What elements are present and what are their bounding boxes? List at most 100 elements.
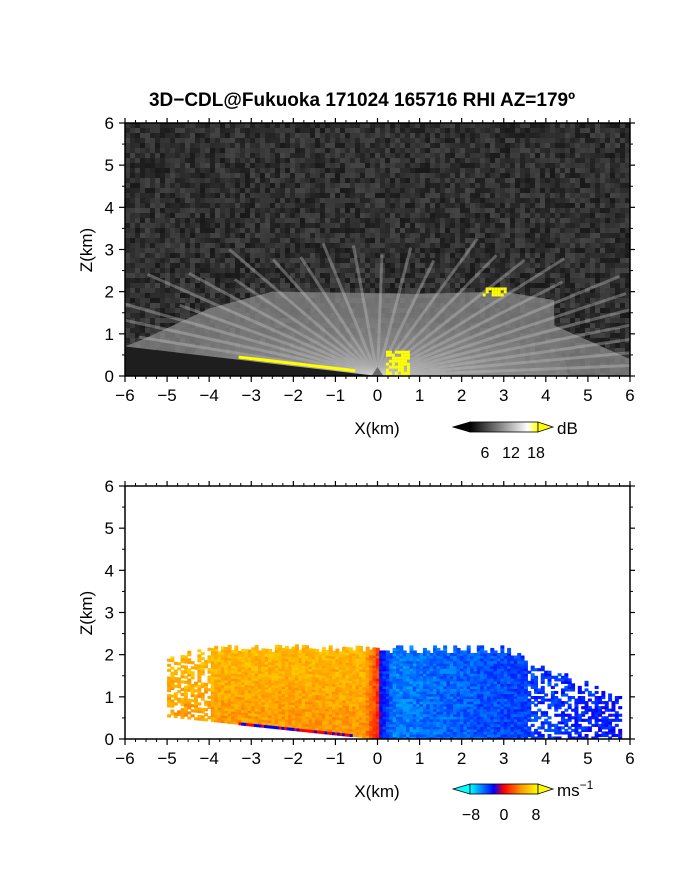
noise-cell	[600, 178, 605, 183]
noise-cell	[305, 233, 310, 238]
noise-cell	[395, 163, 400, 168]
noise-cell	[225, 233, 230, 238]
noise-cell	[140, 258, 145, 263]
noise-cell	[270, 228, 275, 233]
noise-cell	[365, 268, 370, 273]
noise-cell	[125, 163, 130, 168]
noise-cell	[285, 223, 290, 228]
noise-cell	[260, 223, 265, 228]
noise-cell	[240, 213, 245, 218]
noise-cell	[195, 188, 200, 193]
noise-cell	[440, 123, 445, 128]
noise-cell	[345, 218, 350, 223]
noise-cell	[480, 283, 485, 288]
noise-cell	[600, 293, 605, 298]
noise-cell	[430, 228, 435, 233]
noise-cell	[140, 148, 145, 153]
noise-cell	[335, 238, 340, 243]
noise-cell	[480, 288, 485, 293]
noise-cell	[210, 148, 215, 153]
noise-cell	[430, 238, 435, 243]
noise-cell	[145, 128, 150, 133]
noise-cell	[360, 223, 365, 228]
noise-cell	[230, 263, 235, 268]
noise-cell	[500, 208, 505, 213]
noise-cell	[400, 233, 405, 238]
noise-cell	[135, 148, 140, 153]
noise-cell	[170, 143, 175, 148]
noise-cell	[330, 158, 335, 163]
noise-cell	[600, 188, 605, 193]
noise-cell	[595, 173, 600, 178]
noise-cell	[530, 143, 535, 148]
noise-cell	[500, 243, 505, 248]
noise-cell	[455, 153, 460, 158]
noise-cell	[390, 153, 395, 158]
noise-cell	[135, 233, 140, 238]
noise-cell	[455, 163, 460, 168]
noise-cell	[320, 233, 325, 238]
noise-cell	[530, 183, 535, 188]
noise-cell	[175, 183, 180, 188]
noise-cell	[510, 158, 515, 163]
noise-cell	[145, 138, 150, 143]
noise-cell	[375, 283, 380, 288]
noise-cell	[135, 308, 140, 313]
noise-cell	[305, 273, 310, 278]
noise-cell	[610, 158, 615, 163]
noise-cell	[400, 143, 405, 148]
noise-cell	[535, 278, 540, 283]
noise-cell	[465, 273, 470, 278]
noise-cell	[230, 213, 235, 218]
noise-cell	[560, 143, 565, 148]
noise-cell	[195, 293, 200, 298]
noise-cell	[610, 303, 615, 308]
noise-cell	[600, 278, 605, 283]
noise-cell	[175, 313, 180, 318]
noise-cell	[185, 188, 190, 193]
noise-cell	[525, 288, 530, 293]
noise-cell	[505, 283, 510, 288]
noise-cell	[425, 278, 430, 283]
noise-cell	[220, 138, 225, 143]
noise-cell	[475, 198, 480, 203]
noise-cell	[150, 153, 155, 158]
noise-cell	[250, 288, 255, 293]
noise-cell	[555, 133, 560, 138]
noise-cell	[305, 218, 310, 223]
noise-cell	[560, 203, 565, 208]
noise-cell	[360, 228, 365, 233]
noise-cell	[365, 178, 370, 183]
noise-cell	[285, 133, 290, 138]
noise-cell	[415, 158, 420, 163]
noise-cell	[510, 138, 515, 143]
noise-cell	[590, 268, 595, 273]
noise-cell	[425, 173, 430, 178]
noise-cell	[515, 213, 520, 218]
noise-cell	[515, 238, 520, 243]
noise-cell	[485, 218, 490, 223]
noise-cell	[210, 233, 215, 238]
noise-cell	[325, 268, 330, 273]
noise-cell	[530, 213, 535, 218]
noise-cell	[235, 218, 240, 223]
noise-cell	[335, 268, 340, 273]
noise-cell	[585, 153, 590, 158]
noise-cell	[605, 133, 610, 138]
noise-cell	[275, 183, 280, 188]
noise-cell	[525, 193, 530, 198]
noise-cell	[585, 233, 590, 238]
noise-cell	[535, 198, 540, 203]
noise-cell	[410, 253, 415, 258]
noise-cell	[315, 208, 320, 213]
noise-cell	[250, 173, 255, 178]
noise-cell	[250, 198, 255, 203]
noise-cell	[170, 128, 175, 133]
noise-cell	[355, 273, 360, 278]
noise-cell	[425, 188, 430, 193]
noise-cell	[440, 178, 445, 183]
noise-cell	[555, 163, 560, 168]
noise-cell	[160, 133, 165, 138]
noise-cell	[325, 253, 330, 258]
noise-cell	[165, 123, 170, 128]
